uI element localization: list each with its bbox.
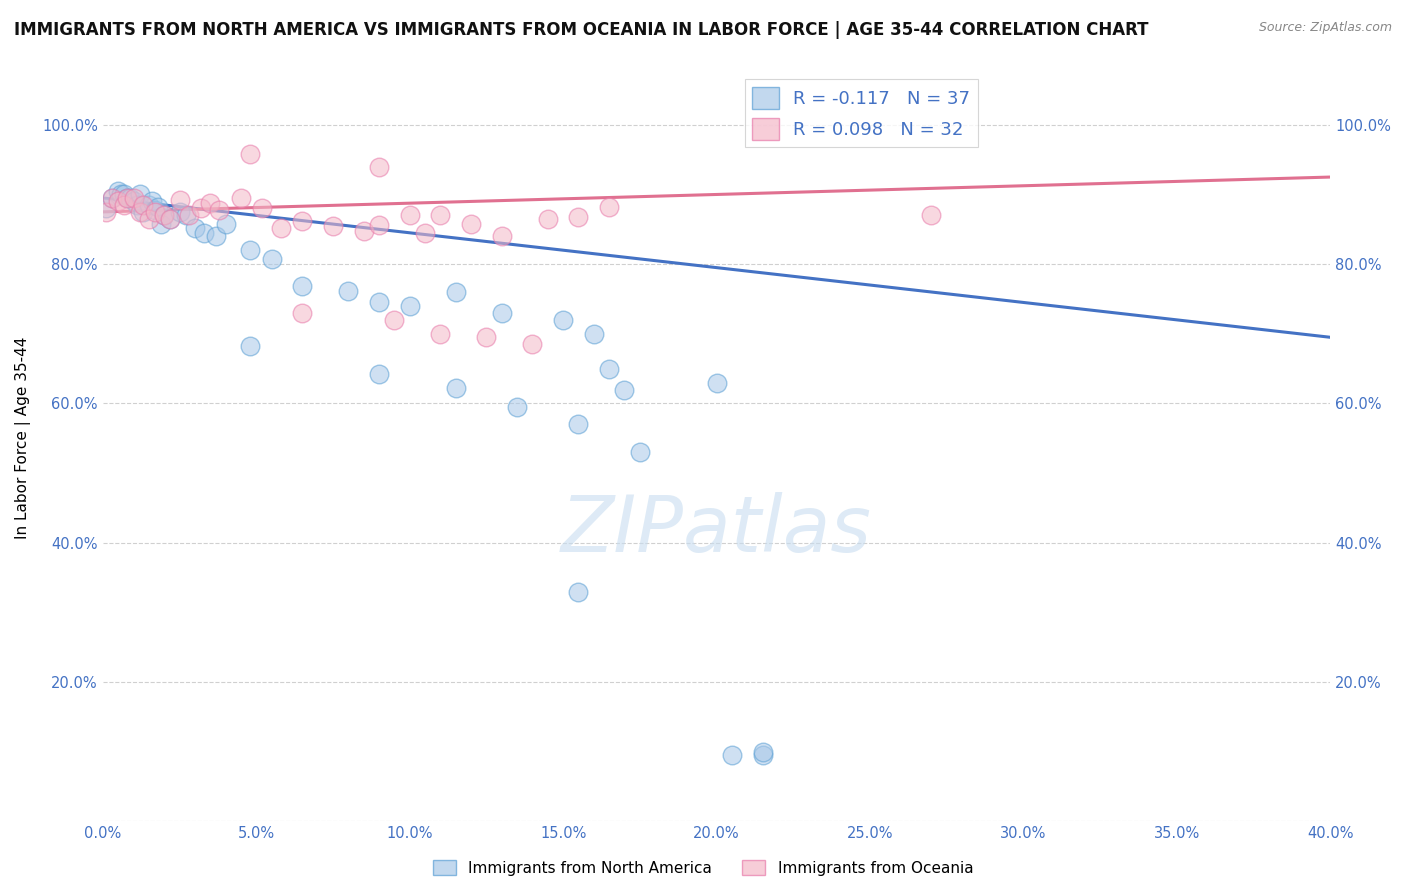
Point [239,243,262,257]
Point [270,221,292,235]
Point [128,187,150,202]
Point [128,205,150,219]
Point [239,339,262,353]
Point [444,381,467,395]
Point [567,584,589,599]
Point [260,252,283,266]
Point [150,217,173,231]
Point [460,217,482,231]
Point [322,219,344,233]
Point [177,208,200,222]
Point [184,221,207,235]
Point [159,211,181,226]
Point [429,326,451,341]
Point [117,191,139,205]
Point [598,200,620,214]
Point [398,208,420,222]
Point [567,210,589,224]
Point [598,361,620,376]
Point [101,191,124,205]
Point [751,745,773,759]
Point [706,376,728,390]
Point [159,211,181,226]
Point [120,191,142,205]
Point [112,187,135,202]
Point [101,191,124,205]
Point [125,198,148,212]
Point [153,208,176,222]
Point [132,205,155,219]
Point [94,205,117,219]
Point [628,445,651,459]
Point [169,193,191,207]
Text: IMMIGRANTS FROM NORTH AMERICA VS IMMIGRANTS FROM OCEANIA IN LABOR FORCE | AGE 35: IMMIGRANTS FROM NORTH AMERICA VS IMMIGRA… [14,21,1149,38]
Point [107,194,129,209]
Point [398,299,420,313]
Point [112,198,135,212]
Point [491,229,513,244]
Point [200,195,222,210]
Point [506,400,529,414]
Point [337,284,360,298]
Legend: Immigrants from North America, Immigrants from Oceania: Immigrants from North America, Immigrant… [427,854,979,881]
Point [721,748,744,763]
Point [522,337,544,351]
Point [239,147,262,161]
Point [190,202,212,216]
Point [110,187,132,202]
Point [491,306,513,320]
Point [537,211,560,226]
Point [141,194,163,209]
Legend: R = -0.117   N = 37, R = 0.098   N = 32: R = -0.117 N = 37, R = 0.098 N = 32 [745,79,977,147]
Text: ZIPatlas: ZIPatlas [561,492,872,568]
Point [122,194,145,209]
Point [153,208,176,222]
Point [368,218,391,232]
Point [368,160,391,174]
Point [138,198,160,212]
Point [146,200,169,214]
Point [567,417,589,432]
Text: Source: ZipAtlas.com: Source: ZipAtlas.com [1258,21,1392,34]
Point [94,202,117,216]
Point [429,208,451,222]
Point [291,214,314,228]
Point [132,198,155,212]
Point [214,217,236,231]
Point [208,202,231,217]
Point [920,208,942,222]
Point [413,226,436,240]
Point [475,330,498,344]
Point [444,285,467,299]
Point [193,226,215,240]
Point [291,279,314,293]
Y-axis label: In Labor Force | Age 35-44: In Labor Force | Age 35-44 [15,337,31,540]
Point [122,191,145,205]
Point [368,367,391,381]
Point [169,205,191,219]
Point [368,295,391,310]
Point [107,184,129,198]
Point [582,326,605,341]
Point [751,748,773,763]
Point [138,211,160,226]
Point [353,224,375,238]
Point [205,229,228,244]
Point [553,313,575,327]
Point [143,205,166,219]
Point [117,191,139,205]
Point [229,191,252,205]
Point [143,202,166,217]
Point [291,306,314,320]
Point [382,313,405,327]
Point [252,202,274,216]
Point [613,383,636,397]
Point [174,208,197,222]
